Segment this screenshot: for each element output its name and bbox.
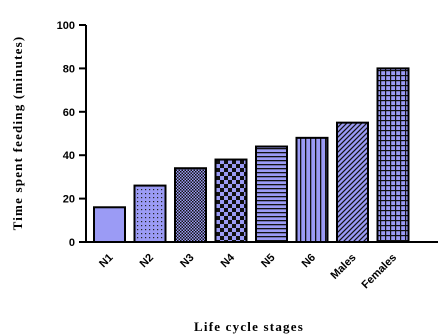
bar-n5 — [255, 145, 288, 244]
x-tick-label-females: Females — [360, 252, 400, 292]
x-tick-label-males: Males — [329, 252, 359, 282]
y-tick-label-40: 40 — [63, 150, 75, 162]
y-tick-label-20: 20 — [63, 194, 75, 206]
x-tick-label-n4: N4 — [219, 251, 238, 270]
y-tick-label-80: 80 — [63, 63, 75, 75]
y-tick-label-60: 60 — [63, 107, 75, 119]
bars — [93, 67, 410, 244]
x-axis-tick-labels: N1 N2 N3 N4 N5 N6 Males Females — [97, 251, 399, 291]
x-tick-label-n5: N5 — [259, 252, 277, 270]
x-tick-label-n6: N6 — [300, 252, 318, 270]
bar-n6 — [295, 136, 329, 243]
bar-females — [376, 67, 410, 244]
x-tick-label-n3: N3 — [178, 252, 196, 270]
y-axis-title: Time spent feeding (minutes) — [10, 36, 25, 231]
y-tick-label-0: 0 — [69, 237, 75, 249]
x-axis-title: Life cycle stages — [194, 319, 304, 334]
y-tick-label-100: 100 — [57, 20, 75, 32]
bar-males — [336, 121, 369, 243]
bar-n4 — [214, 158, 248, 243]
x-tick-label-n1: N1 — [97, 252, 115, 270]
y-axis-ticks: 0 20 40 60 80 100 — [57, 20, 86, 249]
bar-n2 — [133, 184, 167, 243]
x-tick-label-n2: N2 — [138, 252, 156, 270]
bar-n3 — [174, 167, 207, 243]
bar-n1 — [93, 206, 126, 243]
